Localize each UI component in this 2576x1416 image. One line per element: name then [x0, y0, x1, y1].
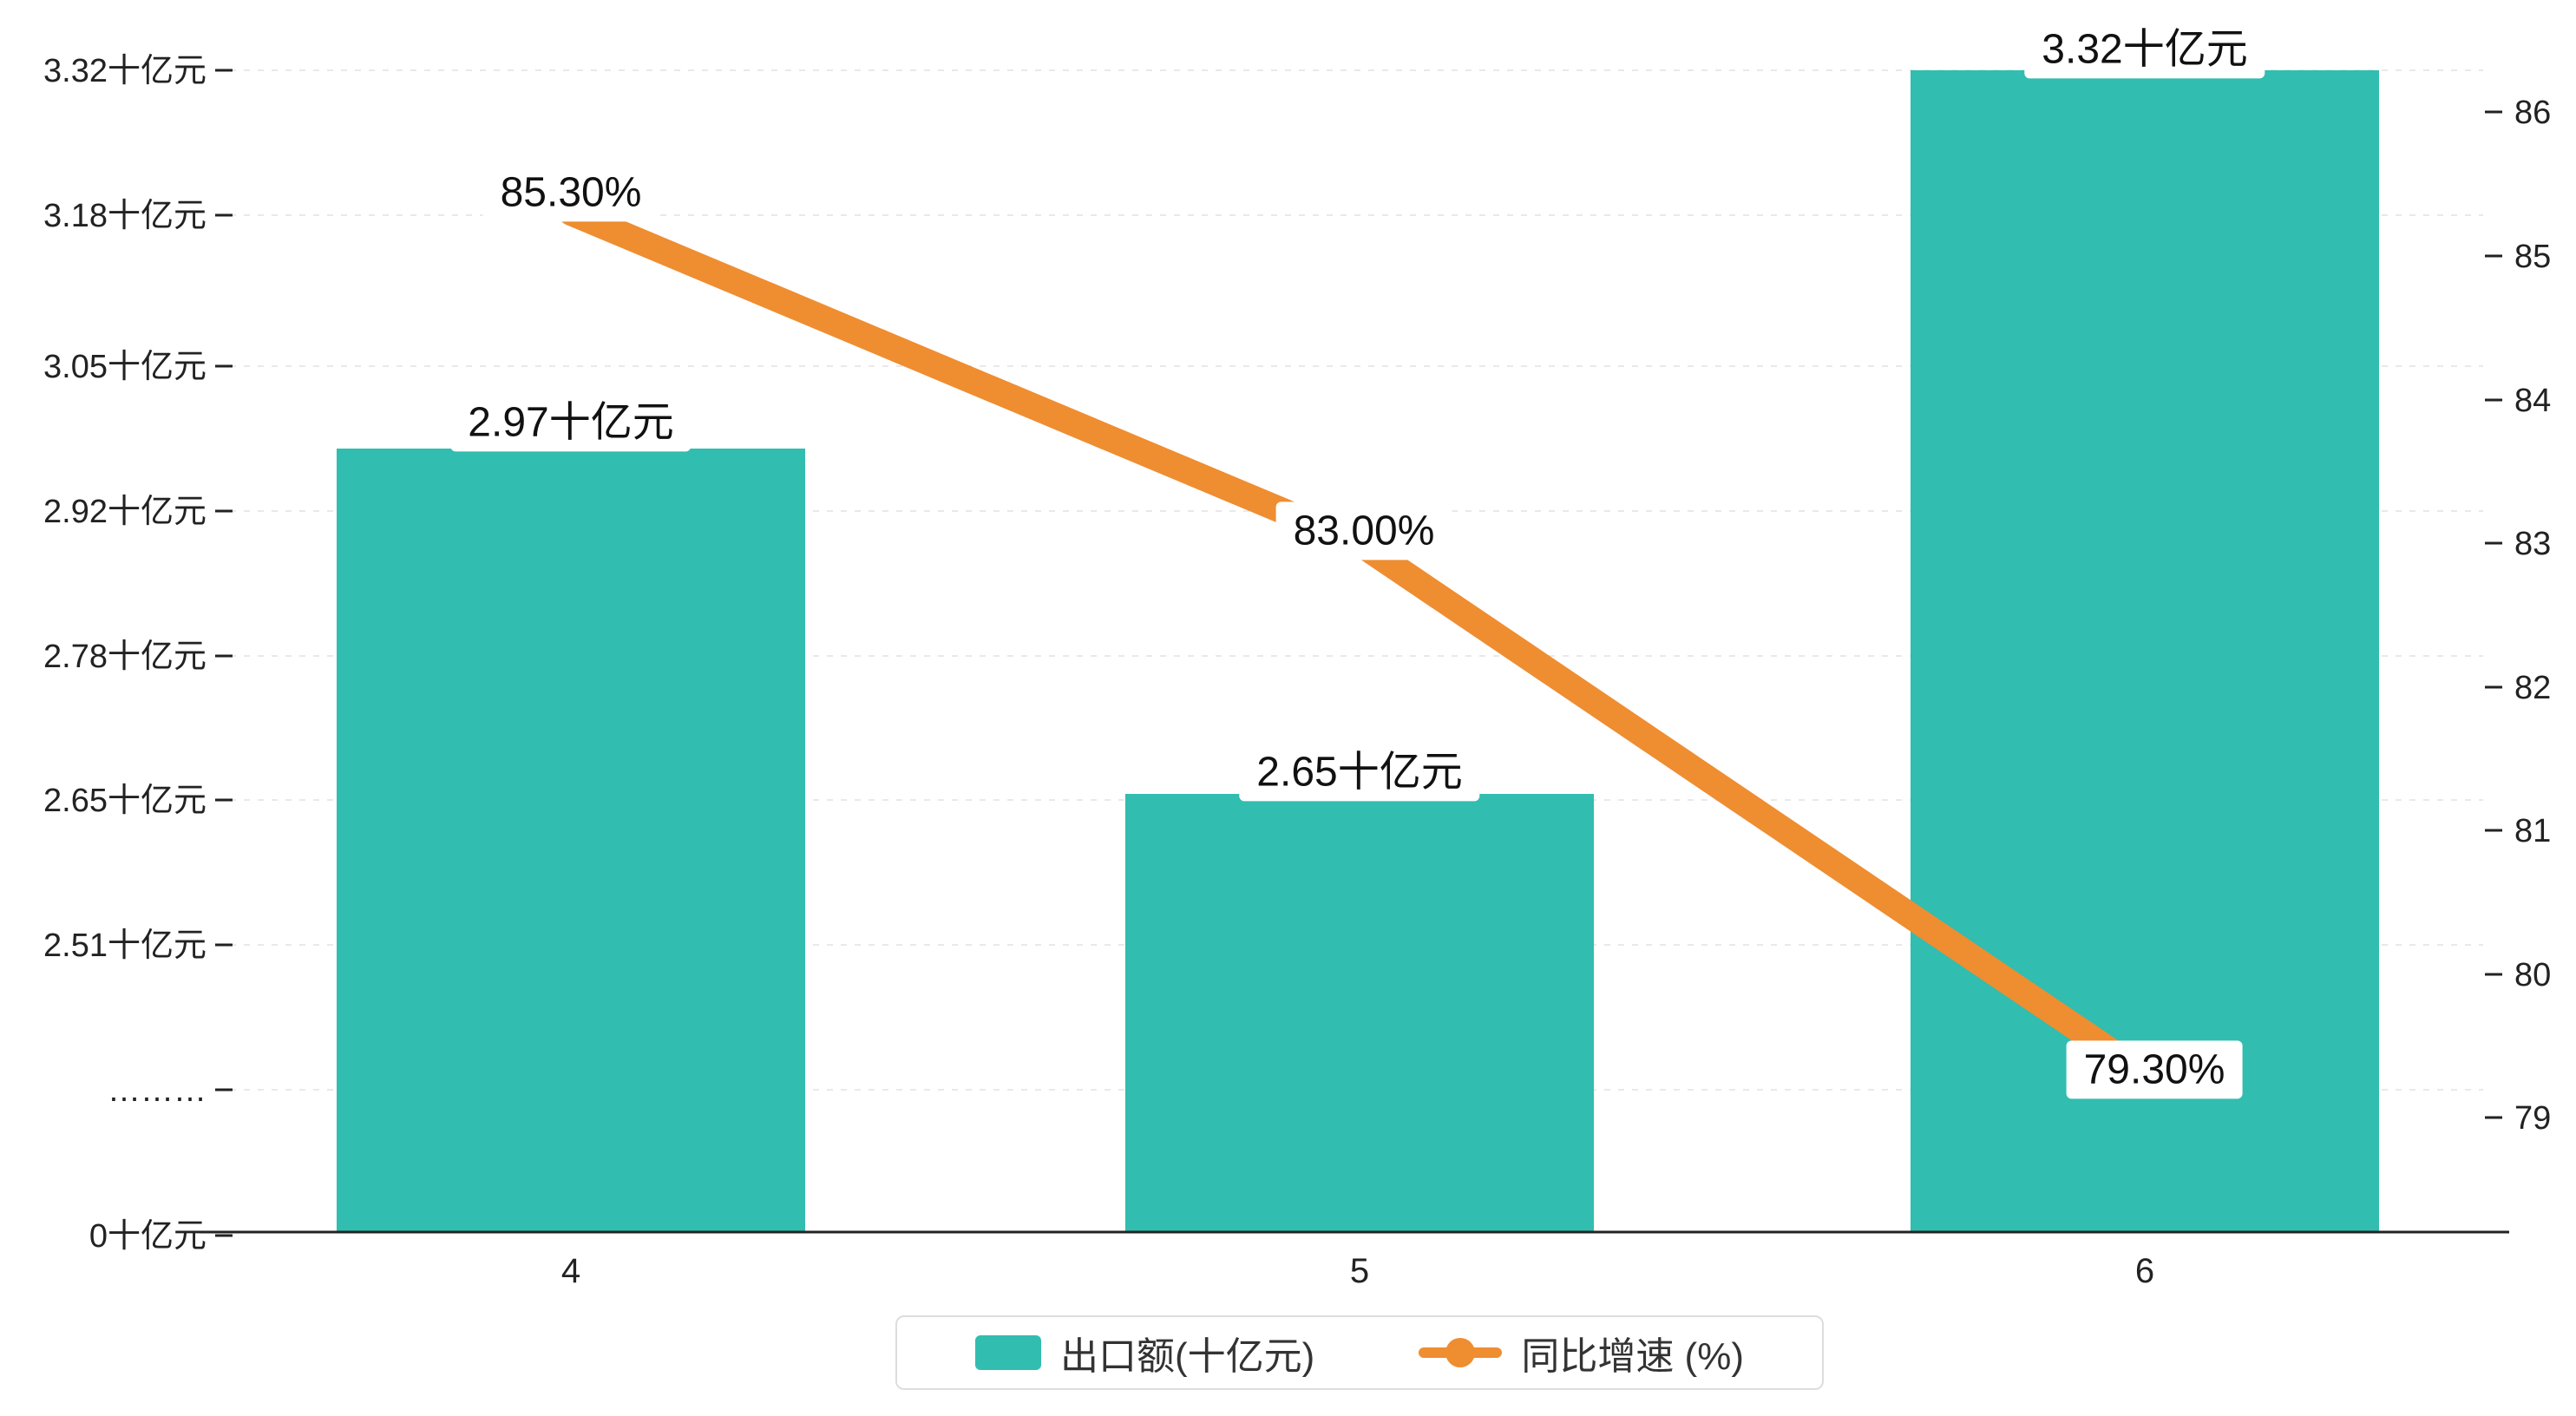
y-axis-label-left: 2.65十亿元 [43, 783, 206, 819]
y-axis-label-left: ……… [108, 1072, 206, 1109]
y-axis-label-left: 0十亿元 [89, 1218, 206, 1255]
y-axis-label-left: 2.78十亿元 [43, 639, 206, 675]
bar-series-swatch-icon [975, 1335, 1042, 1370]
line-series-marker-icon [1419, 1338, 1503, 1367]
y-axis-label-left: 3.05十亿元 [43, 349, 206, 385]
legend-item-export-bar[interactable]: 出口额(十亿元) [975, 1325, 1314, 1380]
legend-label-line: 同比增速 (%) [1521, 1335, 1744, 1378]
y-axis-label-right: 84 [2514, 383, 2551, 419]
y-axis-label-right: 85 [2514, 239, 2551, 275]
y-axis-label-left: 3.18十亿元 [43, 198, 206, 234]
x-axis-label: 4 [561, 1252, 580, 1290]
y-axis-label-right: 83 [2514, 526, 2551, 562]
x-axis-label: 5 [1350, 1252, 1369, 1290]
bar-value-label: 3.32十亿元 [2024, 20, 2265, 79]
y-axis-label-right: 86 [2514, 95, 2551, 131]
line-value-label: 85.30% [482, 163, 659, 222]
line-value-label: 83.00% [1275, 502, 1452, 560]
y-axis-label-right: 79 [2514, 1100, 2551, 1137]
y-axis-label-right: 82 [2514, 670, 2551, 706]
line-series-dot-icon [1445, 1338, 1476, 1367]
x-axis-label: 6 [2135, 1252, 2154, 1290]
y-axis-label-left: 2.51十亿元 [43, 928, 206, 964]
line-value-label: 79.30% [2066, 1040, 2243, 1099]
y-axis-label-left: 2.92十亿元 [43, 494, 206, 530]
legend-item-growth-line[interactable]: 同比增速 (%) [1419, 1325, 1744, 1380]
bar-value-label: 2.65十亿元 [1239, 743, 1480, 802]
bar-6 [1911, 70, 2379, 1232]
bar-5 [1125, 794, 1594, 1232]
y-axis-label-right: 81 [2514, 813, 2551, 849]
legend-label-bar: 出口额(十亿元) [1060, 1335, 1315, 1378]
legend: 出口额(十亿元) 同比增速 (%) [895, 1315, 1824, 1390]
y-axis-label-left: 3.32十亿元 [43, 53, 206, 89]
y-axis-label-right: 80 [2514, 957, 2551, 993]
bar-value-label: 2.97十亿元 [450, 393, 692, 452]
bar-4 [337, 449, 805, 1232]
